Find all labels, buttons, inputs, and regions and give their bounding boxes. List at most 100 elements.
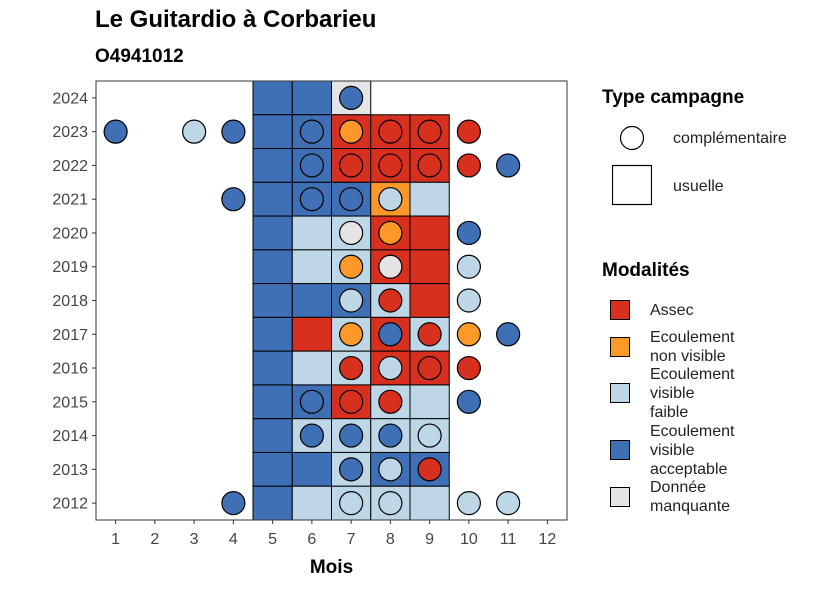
y-tick-label: 2013 [52,462,88,479]
complementaire-point [456,153,481,178]
complementaire-points [103,85,521,516]
usuelle-cell [409,485,450,521]
usuelle-cell [291,316,332,352]
complementaire-point [103,119,128,144]
complementaire-point [378,119,403,144]
usuelle-cell [252,181,293,217]
usuelle-cell [252,485,293,521]
complementaire-point [221,119,246,144]
legend-swatch [610,300,630,320]
y-tick-label: 2014 [52,428,88,445]
complementaire-point [378,389,403,414]
complementaire-point [339,119,364,144]
legend-modality-label-line: Ecoulement [650,329,735,346]
usuelle-cell [291,451,332,487]
complementaire-point [221,491,246,516]
complementaire-point [339,254,364,279]
complementaire-point [378,322,403,347]
complementaire-point [339,322,364,347]
complementaire-point [456,119,481,144]
y-tick-label: 2020 [52,225,88,242]
x-tick-label: 1 [111,531,120,548]
x-tick-label: 9 [425,531,434,548]
usuelle-cell [291,283,332,318]
usuelle-cell [252,384,293,420]
usuelle-cell [252,215,293,251]
complementaire-point [299,153,324,178]
x-tick-label: 7 [347,531,356,548]
complementaire-point [378,355,403,381]
y-tick-label: 2021 [52,192,88,209]
legend-modality-label-line: Assec [650,301,694,319]
usuelle-cell [409,384,450,420]
complementaire-point [456,491,481,516]
complementaire-point [378,288,403,313]
legend-swatch [610,487,630,507]
x-axis-title: Mois [310,557,353,578]
legend-modality-label: Ecoulement non visible [650,328,735,366]
y-tick-label: 2017 [52,327,88,344]
legend-modality-label-line: visible [650,384,695,402]
complementaire-point [496,491,521,516]
y-tick-label: 2024 [52,90,88,107]
x-tick-label: 2 [150,531,159,548]
legend-modality-title: Modalités [602,260,690,281]
complementaire-point [456,389,481,414]
usuelle-cell [409,181,450,217]
complementaire-point [496,153,521,178]
complementaire-point [339,187,364,212]
complementaire-point [378,220,403,246]
usuelle-cell [291,80,332,116]
y-tick-label: 2016 [52,361,88,378]
complementaire-point [456,355,481,381]
axis-ticks: 1 2 3 4 5 6 7 8 9 10 11 122012201320142015201620172… [52,90,556,548]
legend-modality-label-line: Ecoulement [650,422,735,440]
complementaire-point [417,457,442,482]
y-tick-label: 2022 [52,158,88,175]
complementaire-point [378,491,403,516]
complementaire-point [496,322,521,347]
x-tick-label: 11 [500,531,517,548]
legend-swatch [610,383,630,403]
usuelle-cell [409,215,450,251]
complementaire-point [339,457,364,482]
legend-swatch [610,440,630,460]
complementaire-point [339,389,364,414]
y-tick-label: 2015 [52,394,88,411]
usuelle-cell [252,249,293,285]
complementaire-point [182,119,207,144]
usuelle-cell [252,283,293,318]
complementaire-point [299,187,324,212]
legend-circle-key [619,125,645,151]
page-title: Le Guitardio à Corbarieu [95,6,377,33]
y-tick-label: 2019 [52,259,88,276]
x-tick-label: 4 [229,531,238,548]
usuelle-cell [291,485,332,521]
complementaire-point [456,288,481,313]
usuelle-cell [291,215,332,251]
usuelle-cell [291,350,332,386]
legend-modality-label-line: non visible [650,348,726,365]
y-tick-label: 2023 [52,124,88,141]
usuelle-cell [409,283,450,318]
usuelle-cell [252,418,293,453]
complementaire-point [378,457,403,482]
usuelle-cell [252,114,293,150]
complementaire-point [456,322,481,347]
legend-campaign-title: Type campagne [602,87,745,108]
legend-modality-label-line: Donnée [650,479,707,496]
legend-modality-label: Donnée manquante [650,478,730,516]
complementaire-point [456,254,481,279]
legend-modality-label-line: manquante [650,498,731,515]
complementaire-point [378,153,403,178]
usuelle-cell [252,316,293,352]
complementaire-point [417,355,442,381]
legend-label-complementaire: complémentaire [673,130,787,147]
x-tick-label: 5 [268,531,277,548]
complementaire-point [417,322,442,347]
x-tick-label: 8 [386,531,395,548]
legend-swatch [610,337,630,357]
usuelle-cell [252,350,293,386]
complementaire-point [299,389,324,414]
